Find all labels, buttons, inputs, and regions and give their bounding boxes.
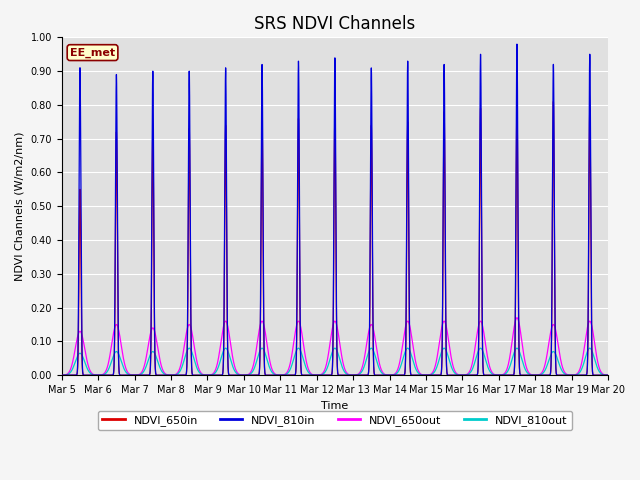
NDVI_650in [602, 372, 610, 378]
NDVI_810out [488, 371, 495, 376]
NDVI_810in [410, 372, 418, 378]
NDVI_650out [175, 368, 182, 374]
Title: SRS NDVI Channels: SRS NDVI Channels [254, 15, 415, 33]
Line: NDVI_650in: NDVI_650in [62, 102, 608, 375]
Text: EE_met: EE_met [70, 48, 115, 58]
NDVI_810out [175, 370, 182, 376]
Line: NDVI_810out: NDVI_810out [62, 348, 608, 375]
NDVI_650out [58, 372, 66, 378]
NDVI_650in [262, 372, 270, 378]
NDVI_810out [604, 372, 612, 378]
Line: NDVI_650out: NDVI_650out [62, 318, 608, 375]
NDVI_650out [604, 372, 612, 378]
Y-axis label: NDVI Channels (W/m2/nm): NDVI Channels (W/m2/nm) [15, 132, 25, 281]
NDVI_810in [169, 372, 177, 378]
NDVI_810in [604, 372, 612, 378]
NDVI_810in [488, 372, 495, 378]
NDVI_650out [513, 315, 521, 321]
NDVI_650in [604, 372, 612, 378]
NDVI_650out [410, 351, 418, 357]
NDVI_650in [169, 372, 177, 378]
NDVI_650in [550, 99, 557, 105]
Legend: NDVI_650in, NDVI_810in, NDVI_650out, NDVI_810out: NDVI_650in, NDVI_810in, NDVI_650out, NDV… [98, 411, 572, 431]
NDVI_650out [169, 372, 177, 378]
NDVI_810out [58, 372, 66, 378]
NDVI_810in [513, 41, 521, 47]
NDVI_810in [58, 372, 66, 378]
NDVI_810out [586, 345, 594, 351]
X-axis label: Time: Time [321, 400, 349, 410]
NDVI_650out [262, 336, 270, 341]
NDVI_810in [602, 372, 610, 378]
NDVI_810in [262, 372, 270, 378]
NDVI_650out [602, 372, 610, 378]
Line: NDVI_810in: NDVI_810in [62, 44, 608, 375]
NDVI_810out [169, 372, 177, 378]
NDVI_650in [175, 372, 182, 378]
NDVI_810out [410, 362, 418, 368]
NDVI_650out [488, 369, 495, 375]
NDVI_810out [602, 372, 610, 378]
NDVI_650in [488, 372, 495, 378]
NDVI_810out [262, 354, 270, 360]
NDVI_650in [58, 372, 66, 378]
NDVI_810in [175, 372, 182, 378]
NDVI_650in [410, 372, 418, 378]
